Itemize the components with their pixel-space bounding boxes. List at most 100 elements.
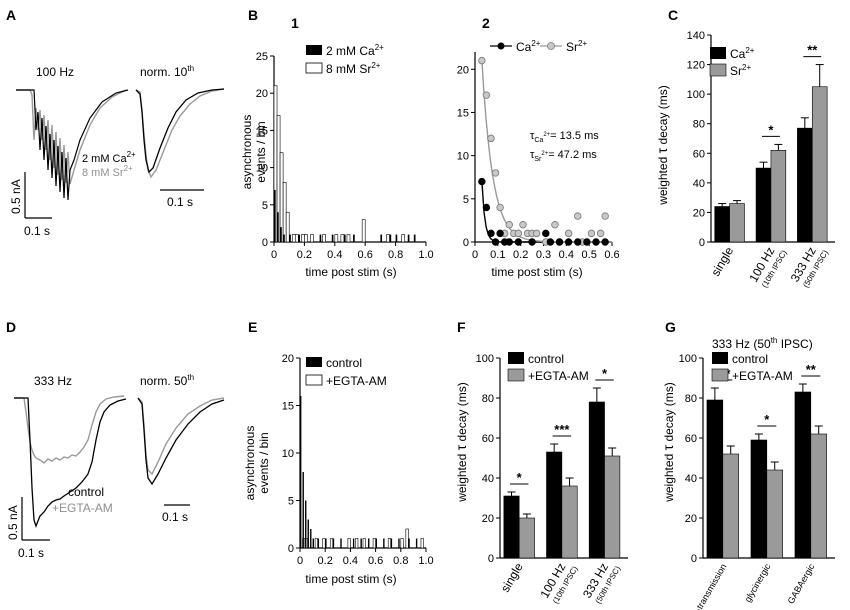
hist-bar-E — [383, 538, 385, 548]
y-tick-label-G: 100 — [679, 353, 697, 365]
bar-F — [503, 495, 520, 559]
bar-F — [518, 517, 535, 559]
scatter-point-ca — [487, 229, 495, 238]
hist-bar-B1 — [301, 234, 305, 243]
tau-ca-annotation: τCa2+= 13.5 ms — [530, 130, 599, 144]
ylabel-E-line2: events / bin — [257, 432, 271, 493]
hist-bar-E — [312, 538, 314, 548]
scale-label-x2-D: 0.1 s — [162, 510, 188, 524]
panel-letter-D: D — [6, 319, 16, 335]
legend-swatch-egta-F — [507, 368, 525, 382]
hist-bar-E — [415, 538, 418, 548]
scatter-point-sr — [564, 229, 573, 238]
bar-G — [766, 469, 783, 559]
hist-bar-E — [322, 538, 326, 549]
y-tick-label-B1: 25 — [256, 51, 268, 63]
y-tick-label-F: 40 — [482, 473, 494, 485]
y-tick-label-B1: 10 — [256, 163, 268, 175]
legend-egta-D: +EGTA-AM — [52, 501, 113, 515]
scale-label-y-D: 0.5 nA — [6, 505, 20, 540]
hist-bar-B1 — [282, 182, 287, 243]
y-tick-label-C: 60 — [693, 148, 705, 160]
legend-text-ca-B1: 2 mM Ca2+ — [326, 43, 384, 58]
scale-label-y-A: 0.5 nA — [9, 179, 23, 214]
bar-G — [750, 439, 768, 559]
y-tick-label-B2: 15 — [457, 107, 469, 119]
legend-swatch-control-G — [712, 352, 728, 364]
x-tick-label-E: 0.4 — [343, 555, 358, 567]
legend-text-egta-G: +EGTA-AM — [732, 369, 793, 383]
hist-bar-B1 — [274, 189, 276, 242]
hist-bar-B1 — [401, 234, 406, 243]
legend-swatch-control-E — [306, 357, 322, 367]
y-tick-label-B2: 20 — [457, 64, 469, 76]
y-tick-label-E: 5 — [288, 496, 294, 508]
significance-label-C: ** — [807, 43, 818, 58]
hist-bar-E — [347, 538, 351, 549]
hist-bar-E — [375, 538, 377, 548]
significance-label-F: * — [517, 470, 523, 485]
x-tick-label-B1: 0.2 — [297, 249, 312, 261]
panel-B: B 1 2 asynchronous events / bin time pos… — [240, 7, 599, 279]
scale-label-x-D: 0.1 s — [18, 546, 44, 560]
category-label-G: glycinergic — [743, 562, 773, 604]
panel-letter-F: F — [457, 319, 466, 335]
y-tick-label-C: 0 — [699, 237, 705, 249]
category-label-F: single — [498, 560, 526, 594]
x-tick-label-B1: 0 — [271, 249, 277, 261]
hist-bar-E — [314, 538, 318, 549]
bar-C — [797, 127, 813, 243]
y-tick-label-C: 40 — [693, 178, 705, 190]
scatter-point-sr — [551, 221, 559, 229]
scatter-point-ca — [564, 238, 573, 246]
hist-bar-E — [329, 538, 334, 549]
hist-bar-B1 — [319, 234, 322, 242]
y-tick-label-F: 80 — [482, 393, 494, 405]
scatter-point-sr — [491, 169, 500, 177]
x-tick-label-B2: 0 — [472, 249, 478, 261]
hist-bar-E — [332, 538, 335, 548]
panel-G: G 333 Hz (50th IPSC) weighted τ decay (m… — [660, 319, 813, 503]
hist-bar-E — [372, 538, 376, 549]
trace-ca-A — [16, 89, 129, 201]
y-tick-label-G: 20 — [685, 513, 697, 525]
xlabel-B2: time post stim (s) — [491, 265, 582, 279]
hist-bar-E — [325, 538, 327, 548]
y-tick-label-B2: 10 — [457, 151, 469, 163]
legend-marker-ca-B2 — [497, 42, 505, 50]
panel-C: C weighted τ decay (ms) Ca2+ Sr2+ — [654, 7, 755, 206]
ylabel-F: weighted τ decay (ms) — [453, 382, 469, 503]
panel-letter-E: E — [248, 319, 257, 335]
y-tick-label-B1: 0 — [262, 237, 268, 249]
hist-bar-E — [317, 538, 320, 548]
significance-label-F: *** — [554, 422, 570, 437]
trace-control-norm-D — [137, 397, 225, 486]
legend-text-egta-F: +EGTA-AM — [528, 369, 589, 383]
panel-letter-B: B — [248, 7, 258, 23]
trace-control-D — [14, 397, 127, 528]
scatter-point-ca — [496, 229, 504, 238]
hist-bar-B1 — [389, 234, 392, 242]
hist-bar-E — [300, 396, 302, 548]
trace-ca-norm-A — [135, 88, 225, 174]
significance-label-G: ** — [806, 362, 817, 377]
y-tick-label-C: 20 — [693, 207, 705, 219]
scale-label-x-A: 0.1 s — [24, 224, 50, 238]
hist-bar-B1 — [294, 234, 299, 243]
legend-text-control-E: control — [326, 356, 362, 370]
y-tick-label-E: 15 — [282, 401, 294, 413]
y-tick-label-G: 0 — [691, 553, 697, 565]
x-tick-label-B2: 0.6 — [604, 249, 619, 261]
scatter-point-sr — [587, 229, 596, 238]
hist-bar-B1 — [291, 234, 296, 243]
trace-egta-norm-D — [137, 397, 225, 476]
hist-bar-E — [390, 538, 393, 548]
scatter-point-sr — [487, 134, 495, 143]
hist-bar-B1 — [413, 234, 416, 242]
bar-F — [604, 455, 621, 559]
x-tick-label-E: 0.8 — [393, 555, 408, 567]
hist-bar-B1 — [289, 234, 291, 242]
subpanel-label-B1: 1 — [291, 15, 299, 31]
label-norm-50th: norm. 50th — [140, 373, 194, 388]
